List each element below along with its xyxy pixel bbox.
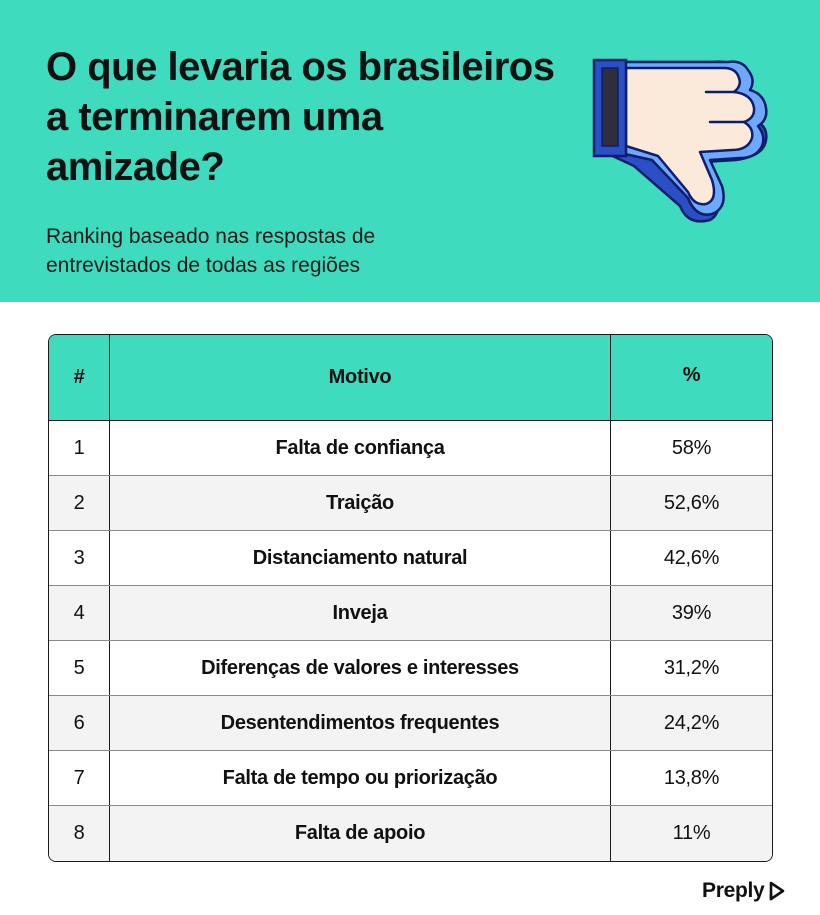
table-row: 2 Traição 52,6% — [49, 476, 772, 531]
row-rank: 6 — [49, 696, 110, 750]
row-rank: 5 — [49, 641, 110, 695]
page-subtitle: Ranking baseado nas respostas de entrevi… — [46, 225, 376, 277]
row-percent: 42,6% — [663, 546, 720, 569]
row-rank: 8 — [49, 806, 110, 861]
row-motivo: Diferenças de valores e interesses — [110, 641, 611, 695]
row-percent: 52,6% — [663, 491, 720, 514]
preply-logo: Preply — [702, 876, 787, 906]
preply-logo-text: Preply — [702, 879, 765, 902]
row-motivo: Traição — [110, 476, 611, 530]
table-row: 8 Falta de apoio 11% — [49, 806, 772, 861]
row-motivo: Inveja — [110, 586, 611, 640]
row-rank: 7 — [49, 751, 110, 805]
table-row: 5 Diferenças de valores e interesses 31,… — [49, 641, 772, 696]
thumbs-down-icon — [592, 58, 768, 223]
table-row: 7 Falta de tempo ou priorização 13,8% — [49, 751, 772, 806]
row-motivo: Distanciamento natural — [110, 531, 611, 585]
page-title: O que levaria os brasileiros a terminare… — [46, 45, 555, 189]
header-banner: O que levaria os brasileiros a terminare… — [0, 0, 820, 302]
preply-logo-icon — [770, 881, 785, 901]
row-motivo: Desentendimentos frequentes — [110, 696, 611, 750]
row-motivo: Falta de confiança — [110, 421, 611, 475]
row-rank: 3 — [49, 531, 110, 585]
row-motivo: Falta de tempo ou priorização — [110, 751, 611, 805]
table-header: # Motivo % — [49, 335, 772, 421]
row-percent: 11% — [672, 822, 711, 844]
row-percent: 58% — [671, 436, 712, 459]
table-row: 1 Falta de confiança 58% — [49, 421, 772, 476]
row-motivo: Falta de apoio — [110, 806, 611, 861]
column-header-motivo: Motivo — [110, 335, 611, 420]
row-rank: 1 — [49, 421, 110, 475]
table-row: 3 Distanciamento natural 42,6% — [49, 531, 772, 586]
column-header-rank: # — [49, 335, 110, 420]
ranking-table: # Motivo % 1 Falta de confiança 58% 2 Tr… — [48, 334, 773, 862]
row-percent: 39% — [671, 601, 712, 624]
table-row: 6 Desentendimentos frequentes 24,2% — [49, 696, 772, 751]
column-header-percent: % — [682, 364, 701, 386]
row-rank: 2 — [49, 476, 110, 530]
row-percent: 13,8% — [663, 766, 720, 789]
row-percent: 24,2% — [663, 711, 720, 734]
row-rank: 4 — [49, 586, 110, 640]
row-percent: 31,2% — [663, 656, 720, 679]
table-row: 4 Inveja 39% — [49, 586, 772, 641]
